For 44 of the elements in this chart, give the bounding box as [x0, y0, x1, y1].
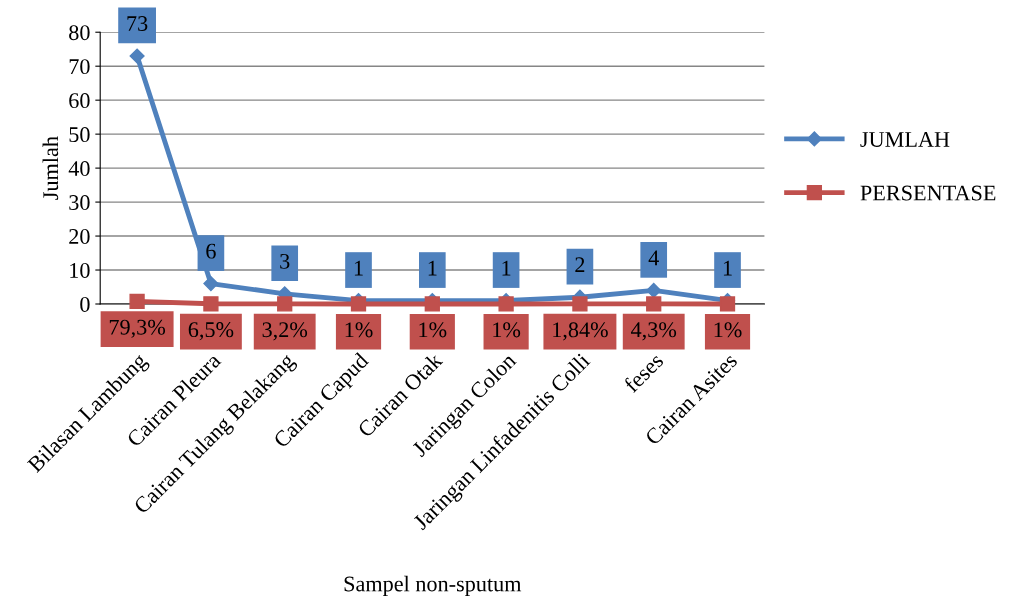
point	[498, 296, 514, 312]
y-tick-label: 20	[69, 228, 90, 244]
point	[646, 282, 662, 298]
point	[719, 296, 736, 312]
data-label: 3,2%	[262, 322, 308, 341]
point	[129, 48, 145, 64]
data-label: 6,5%	[188, 322, 234, 341]
x-axis-title: Sampel non-sputum	[344, 575, 522, 596]
y-tick-label: 50	[69, 127, 90, 143]
data-label: 79,3%	[109, 319, 166, 338]
data-label: 4	[648, 250, 659, 266]
y-tick-label: 10	[70, 262, 90, 278]
y-tick-label: 0	[80, 296, 90, 312]
point	[572, 296, 588, 312]
data-label: 3	[280, 253, 290, 269]
y-tick-label: 60	[69, 93, 90, 109]
data-label: 73	[127, 16, 148, 32]
point	[646, 296, 662, 312]
y-axis-title: Jumlah	[42, 136, 59, 200]
y-tick-label: 70	[69, 59, 90, 75]
data-label: 2	[575, 257, 585, 272]
data-label: 1%	[714, 322, 742, 338]
data-label: 1	[354, 260, 363, 276]
legend-label: PERSENTASE	[860, 185, 996, 201]
point	[203, 296, 219, 312]
point	[129, 293, 145, 309]
point	[350, 296, 367, 312]
data-label: 1	[502, 260, 511, 276]
data-label: 6	[206, 243, 216, 259]
x-tick-label: feses	[622, 351, 665, 394]
data-label: 1	[428, 260, 437, 276]
data-label: 1	[723, 260, 732, 276]
legend-label: JUMLAH	[860, 132, 950, 147]
data-label: 4,3%	[631, 322, 677, 341]
y-tick-label: 40	[68, 161, 90, 177]
y-tick-label: 80	[69, 25, 90, 41]
point	[203, 276, 219, 292]
point	[277, 296, 293, 312]
data-label: 1%	[345, 322, 373, 338]
y-tick-label: 30	[69, 195, 90, 211]
point	[424, 296, 440, 312]
data-label: 1%	[493, 322, 521, 338]
data-label: 1,84%	[553, 322, 608, 341]
data-label: 1%	[419, 322, 447, 338]
